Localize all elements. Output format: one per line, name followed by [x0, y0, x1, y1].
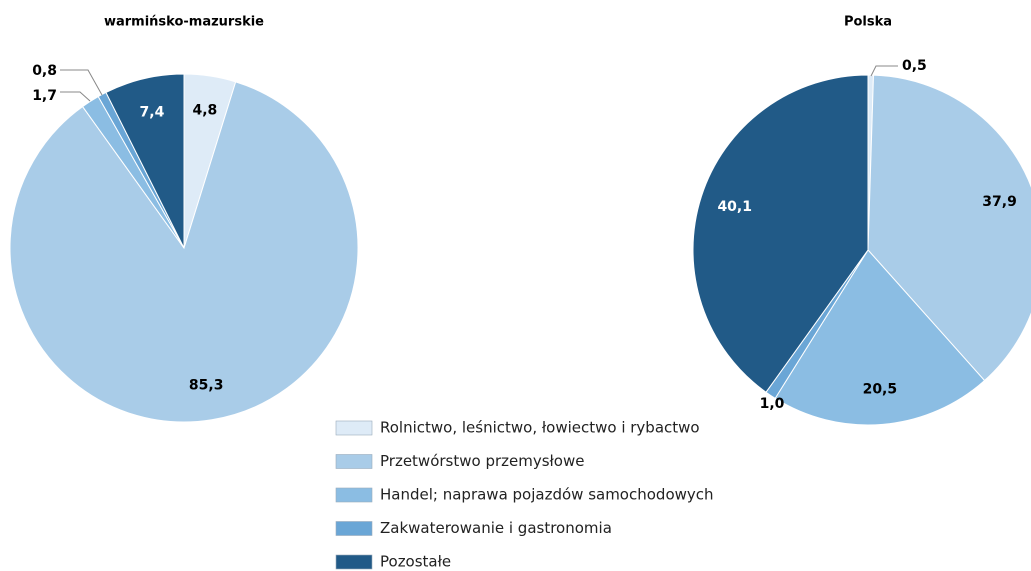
chart-title: Polska	[844, 15, 892, 30]
data-label: 37,9	[982, 194, 1017, 210]
data-label: 40,1	[717, 199, 752, 215]
data-label: 0,5	[902, 58, 927, 74]
data-label: 7,4	[140, 105, 165, 121]
data-label: 20,5	[863, 381, 898, 397]
data-label: 1,0	[760, 396, 785, 412]
leader-line	[870, 65, 898, 77]
pie-slice	[774, 249, 986, 426]
legend-label: Pozostałe	[380, 553, 451, 571]
data-label: 0,8	[32, 63, 57, 79]
legend-swatch	[335, 454, 373, 469]
legend-swatch	[335, 420, 373, 436]
leader-line	[60, 91, 91, 102]
pie-slice	[867, 74, 1031, 382]
leader-line	[60, 69, 103, 96]
legend-label: Zakwaterowanie i gastronomia	[380, 519, 612, 537]
legend-label: Handel; naprawa pojazdów samochodowych	[380, 486, 714, 504]
data-label: 85,3	[189, 377, 224, 393]
legend-swatch	[335, 521, 373, 536]
data-label: 4,8	[193, 102, 218, 118]
legend-label: Rolnictwo, leśnictwo, łowiectwo i rybact…	[380, 419, 700, 437]
pie-slice	[105, 73, 185, 249]
pie-slice	[9, 81, 359, 423]
pie-slice	[692, 74, 869, 393]
data-label: 1,7	[32, 88, 57, 104]
legend-swatch	[335, 487, 373, 503]
chart-title: warmińsko-mazurskie	[104, 15, 264, 30]
legend-swatch	[335, 554, 373, 570]
legend-label: Przetwórstwo przemysłowe	[380, 452, 585, 470]
